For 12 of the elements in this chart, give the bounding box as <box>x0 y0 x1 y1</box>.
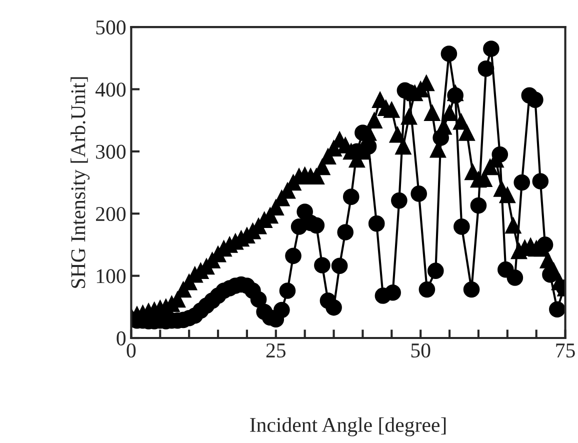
x-tick-label: 25 <box>266 344 286 358</box>
y-tick-label: 300 <box>96 144 126 159</box>
x-axis-title: Incident Angle [degree] <box>250 417 446 436</box>
y-tick-label: 0 <box>116 331 126 346</box>
y-tick-label: 400 <box>96 82 126 97</box>
x-tick-label: 75 <box>556 344 575 358</box>
y-tick-label: 500 <box>96 20 126 34</box>
x-tick-label: 0 <box>126 343 136 358</box>
y-tick-label: 100 <box>96 269 126 284</box>
y-tick-label: 200 <box>96 206 126 222</box>
x-tick-label: 50 <box>411 343 430 358</box>
y-axis-title: SHG Intensity [Arb.Unit] <box>70 77 90 288</box>
